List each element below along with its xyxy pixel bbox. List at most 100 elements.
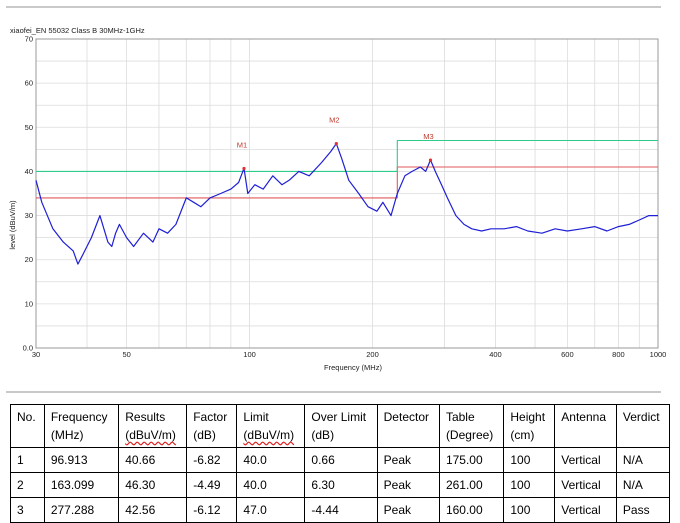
y-tick-label: 0.0 xyxy=(23,344,33,353)
table-cell: N/A xyxy=(615,472,671,498)
table-cell: -6.82 xyxy=(186,447,238,473)
marker-point xyxy=(242,166,246,171)
section-divider xyxy=(6,391,661,393)
emission-chart: xiaofei_EN 55032 Class B 30MHz-1GHz M1 M2… xyxy=(8,26,667,372)
limit-lines xyxy=(36,139,658,199)
marker-label: M3 xyxy=(423,132,433,141)
table-cell: 175.00 xyxy=(438,447,505,473)
table-cell: 100 xyxy=(503,472,556,498)
table-cell: 40.66 xyxy=(118,447,188,473)
header-line: (dB) xyxy=(311,428,335,442)
x-tick-label: 400 xyxy=(489,350,502,359)
header-line: Table xyxy=(445,410,475,424)
table-cell: Vertical xyxy=(554,447,617,473)
header-line: Over Limit xyxy=(311,410,367,424)
x-tick-label: 1000 xyxy=(650,350,667,359)
table-cell: 47.0 xyxy=(236,497,306,523)
header-line: (MHz) xyxy=(50,428,84,442)
table-cell: 40.0 xyxy=(236,472,306,498)
table-cell: -4.44 xyxy=(304,497,378,523)
y-tick-label: 40 xyxy=(25,167,33,176)
table-cell: 100 xyxy=(503,497,556,523)
header-line: (dB) xyxy=(193,428,216,442)
table-header-cell: Limit (dBuV/m) xyxy=(236,404,306,448)
table-cell: 42.56 xyxy=(118,497,188,523)
marker-label: M2 xyxy=(329,116,339,125)
header-line: Frequency xyxy=(50,410,108,424)
table-cell: Peak xyxy=(376,447,440,473)
table-cell: 6.30 xyxy=(304,472,378,498)
marker-point xyxy=(334,142,338,146)
table-header-cell: Detector xyxy=(376,404,440,448)
x-axis-label: Frequency (MHz) xyxy=(324,363,382,372)
y-tick-label: 60 xyxy=(25,79,33,88)
table-row: 2 163.099 46.30 -4.49 40.0 6.30 Peak 261.00 100 V… xyxy=(10,472,671,498)
header-line: Antenna xyxy=(561,410,606,424)
table-cell: 277.288 xyxy=(43,497,120,523)
table-header-cell: Height (cm) xyxy=(503,404,556,448)
table-cell: Peak xyxy=(376,472,440,498)
y-tick-label: 10 xyxy=(25,299,33,308)
table-row: 1 96.913 40.66 -6.82 40.0 0.66 Peak 175.00 100 Ve… xyxy=(10,447,671,473)
table-cell: Pass xyxy=(615,497,671,523)
header-line: No. xyxy=(17,410,36,424)
table-header-cell: Over Limit (dB) xyxy=(304,404,378,448)
marker-point xyxy=(428,158,433,162)
limit-line-2 xyxy=(36,139,658,172)
header-line: Limit xyxy=(243,410,269,424)
header-line: (Degree) xyxy=(445,428,494,442)
table-header-cell: No. xyxy=(10,404,45,448)
header-line: Verdict xyxy=(622,410,660,424)
y-tick-labels: 0.0 10 20 30 40 50 60 70 xyxy=(23,35,33,353)
table-header-cell: Antenna xyxy=(554,404,617,448)
table-header-cell: Verdict xyxy=(615,404,671,448)
table-cell: N/A xyxy=(615,447,671,473)
header-line: Results xyxy=(125,410,166,424)
y-axis-label: level (dBuV/m) xyxy=(8,200,17,250)
table-cell: Vertical xyxy=(554,497,617,523)
table-cell: -6.12 xyxy=(186,497,238,523)
header-line: Factor xyxy=(193,410,228,424)
header-line: Height xyxy=(510,410,546,424)
table-header-cell: Factor (dB) xyxy=(186,404,238,448)
measurement-trace xyxy=(35,143,658,265)
table-header-cell: Frequency (MHz) xyxy=(43,404,120,448)
header-line: (dBuV/m) xyxy=(243,428,295,442)
series-layer xyxy=(35,143,658,265)
y-tick-label: 20 xyxy=(25,255,33,264)
x-tick-label: 200 xyxy=(366,350,379,359)
plot-area xyxy=(35,38,659,349)
table-cell: 261.00 xyxy=(438,472,505,498)
table-cell: 2 xyxy=(10,472,45,498)
grid xyxy=(35,38,659,349)
markers: M1 M2 M3 xyxy=(237,116,434,171)
table-cell: 96.913 xyxy=(43,447,120,473)
header-line: (cm) xyxy=(510,428,535,442)
y-tick-label: 50 xyxy=(25,123,33,132)
y-tick-label: 70 xyxy=(25,35,33,44)
marker-label: M1 xyxy=(237,141,247,150)
table-body: 1 96.913 40.66 -6.82 40.0 0.66 Peak 175.00 100 Ve… xyxy=(10,447,671,523)
table-cell: Peak xyxy=(376,497,440,523)
header-line: (dBuV/m) xyxy=(125,428,176,442)
top-divider xyxy=(6,6,661,8)
x-tick-label: 30 xyxy=(32,350,40,359)
table-cell: 0.66 xyxy=(304,447,378,473)
x-tick-label: 50 xyxy=(122,350,130,359)
results-table: No. Frequency (MHz) Results (dBuV/m) Factor (d… xyxy=(10,404,671,523)
table-header-cell: Table (Degree) xyxy=(438,404,505,448)
table-cell: 46.30 xyxy=(118,472,188,498)
table-cell: 40.0 xyxy=(236,447,306,473)
table-cell: 3 xyxy=(10,497,45,523)
table-row: 3 277.288 42.56 -6.12 47.0 -4.44 Peak 160.00 100… xyxy=(10,497,671,523)
x-tick-labels: 30 50 100 200 400 600 800 1000 xyxy=(32,350,667,359)
limit-line-1 xyxy=(36,166,658,199)
table-cell: Vertical xyxy=(554,472,617,498)
table-cell: 100 xyxy=(503,447,556,473)
table-header-cell: Results (dBuV/m) xyxy=(118,404,188,448)
chart-title: xiaofei_EN 55032 Class B 30MHz-1GHz xyxy=(10,26,145,35)
table-cell: 1 xyxy=(10,447,45,473)
table-cell: 160.00 xyxy=(438,497,505,523)
y-tick-label: 30 xyxy=(25,211,33,220)
header-line: Detector xyxy=(383,410,429,424)
